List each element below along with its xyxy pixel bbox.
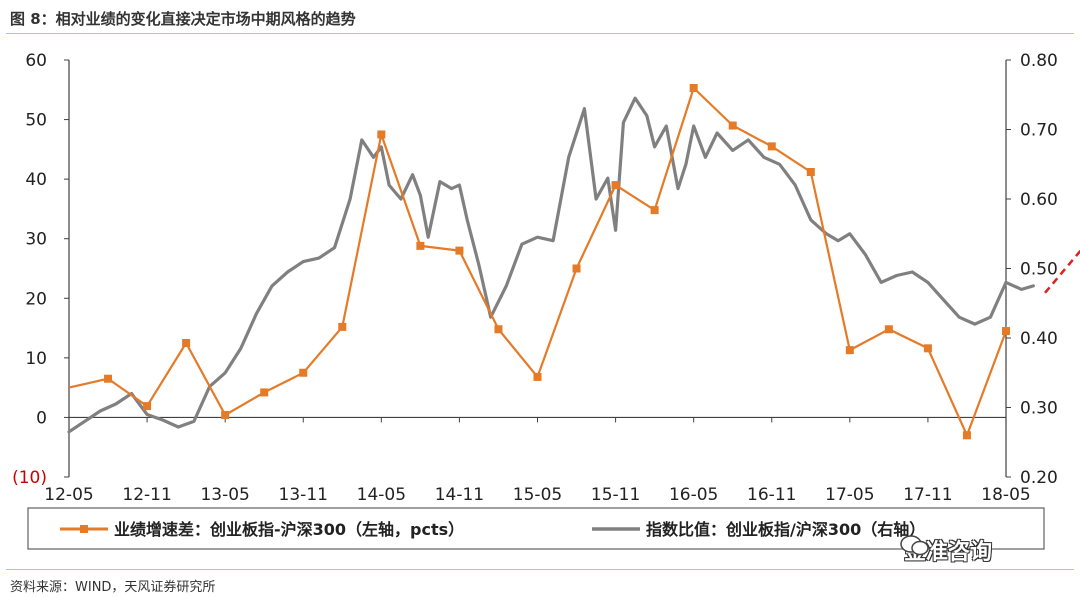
x-tick-label: 16-11 <box>747 485 796 505</box>
growth-point <box>572 264 581 273</box>
left-tick-label: (10) <box>12 468 47 488</box>
growth-point <box>143 402 152 411</box>
growth-point <box>299 368 308 377</box>
x-tick-label: 17-11 <box>903 485 952 505</box>
growth-point <box>494 325 503 334</box>
axes <box>64 59 1011 478</box>
right-tick-label: 0.30 <box>1020 399 1058 419</box>
growth-point <box>767 142 776 151</box>
growth-point <box>1002 327 1010 336</box>
left-tick-label: 10 <box>25 349 47 369</box>
series-ratio <box>67 96 1035 434</box>
growth-point <box>533 372 542 381</box>
right-tick-label: 0.70 <box>1020 121 1058 141</box>
growth-point <box>806 167 815 176</box>
left-tick-label: 60 <box>25 51 47 71</box>
x-tick-label: 18-05 <box>981 485 1030 505</box>
growth-point <box>923 344 932 353</box>
growth-point <box>884 325 893 334</box>
legend-growth-marker <box>80 525 88 533</box>
x-tick-label: 12-11 <box>122 485 171 505</box>
x-tick-label: 13-05 <box>200 485 249 505</box>
legend-box <box>27 507 1045 550</box>
left-tick-label: 40 <box>25 170 47 190</box>
x-tick-label: 15-11 <box>591 485 640 505</box>
growth-point <box>728 121 737 130</box>
left-tick-label: 0 <box>36 408 47 428</box>
x-tick-label: 12-05 <box>44 485 93 505</box>
right-tick-label: 0.50 <box>1020 260 1058 280</box>
right-tick-label: 0.60 <box>1020 190 1058 210</box>
growth-point <box>455 246 464 255</box>
x-tick-label: 14-11 <box>435 485 484 505</box>
source-note: 资料来源：WIND，天风证券研究所 <box>10 580 216 595</box>
projection-line <box>1044 249 1080 294</box>
growth-point <box>338 322 347 331</box>
legend-growth-label: 业绩增速差：创业板指-沪深300（左轴，pcts） <box>114 520 464 539</box>
growth-point <box>416 241 425 250</box>
bottom-divider <box>6 569 1074 570</box>
growth-point <box>611 181 620 190</box>
growth-point <box>221 411 230 420</box>
right-tick-label: 0.40 <box>1020 329 1058 349</box>
x-tick-label: 14-05 <box>357 485 406 505</box>
left-tick-label: 30 <box>25 230 47 250</box>
growth-line <box>68 86 1008 437</box>
x-tick-label: 15-05 <box>513 485 562 505</box>
tick-labels: 60 50 40 30 20 10 0 (10) 0.80 0.70 0.60 0.50 0.40 0.3… <box>12 51 1058 505</box>
growth-point <box>182 338 191 347</box>
growth-point <box>650 206 659 215</box>
growth-point <box>962 431 971 440</box>
figure-title: 图 8：相对业绩的变化直接决定市场中期风格的趋势 <box>10 10 356 28</box>
x-tick-label: 17-05 <box>825 485 874 505</box>
legend: 业绩增速差：创业板指-沪深300（左轴，pcts） 指数比值：创业板指/沪深30… <box>27 507 1045 550</box>
growth-point <box>104 374 113 383</box>
right-tick-label: 0.80 <box>1020 51 1058 71</box>
left-tick-label: 50 <box>25 111 47 131</box>
legend-ratio-label: 指数比值：创业板指/沪深300（右轴） <box>646 520 925 539</box>
projection-arrow <box>1044 249 1080 294</box>
left-tick-label: 20 <box>25 289 47 309</box>
growth-point <box>377 130 386 139</box>
x-tick-label: 13-11 <box>279 485 328 505</box>
x-tick-label: 16-05 <box>669 485 718 505</box>
top-divider <box>6 33 1074 34</box>
series-growth <box>68 83 1010 440</box>
watermark: 金准咨询 <box>900 534 992 566</box>
right-tick-label: 0.20 <box>1020 468 1058 488</box>
ratio-line <box>67 96 1035 434</box>
growth-point <box>845 346 854 355</box>
growth-point <box>260 388 269 397</box>
wechat-icon <box>900 535 929 556</box>
growth-point <box>689 83 698 92</box>
